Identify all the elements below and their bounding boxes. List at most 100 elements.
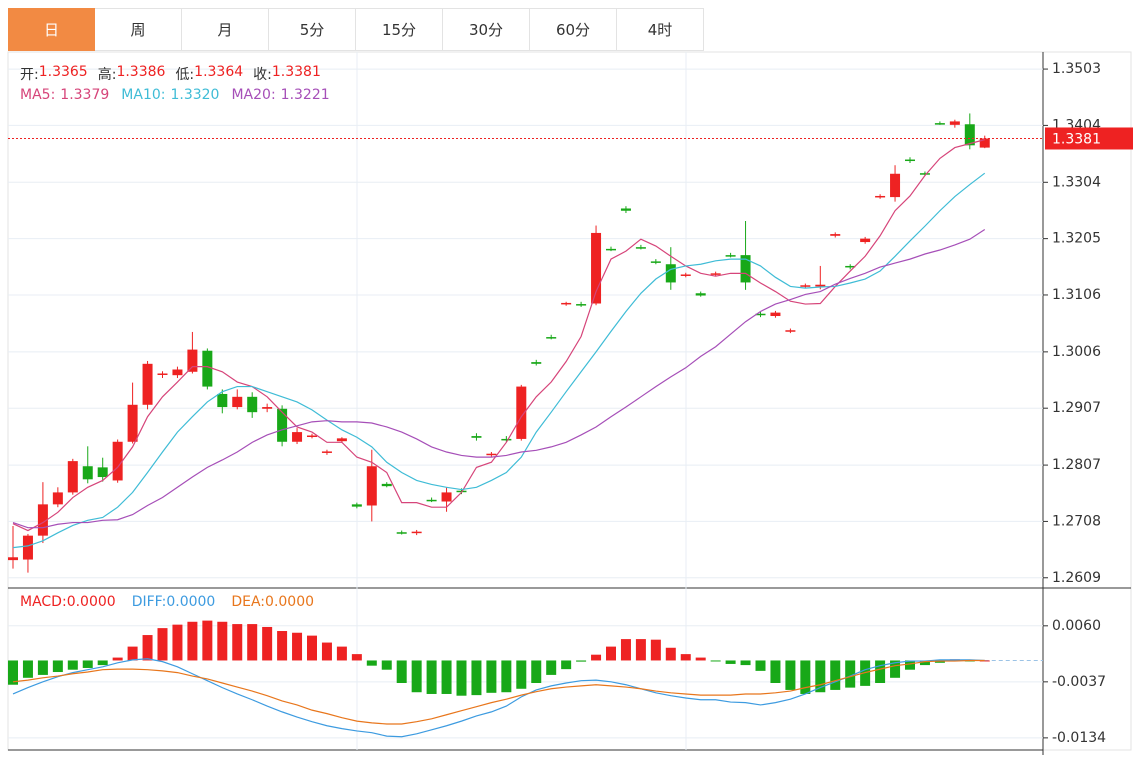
y-tick-label: 1.3006 — [1052, 344, 1101, 360]
period-tab[interactable]: 4时 — [617, 8, 704, 51]
macd-bar — [351, 654, 362, 661]
quote-value: 1.3364 — [194, 64, 244, 80]
candle-body — [606, 248, 616, 251]
candle-body — [770, 312, 781, 317]
candle-body — [426, 499, 437, 502]
macd-bar — [37, 660, 48, 675]
period-tab[interactable]: 15分 — [356, 8, 443, 51]
candle-body — [830, 234, 841, 236]
candle-body — [964, 124, 975, 146]
macd-bar — [919, 660, 930, 666]
macd-bar — [725, 660, 736, 664]
period-tab[interactable]: 日 — [8, 8, 95, 51]
legend-name: MA10: — [121, 87, 166, 103]
period-tabs: 日周月 5分 15分 30分 60分 4时 — [8, 8, 704, 52]
candle-body — [680, 274, 691, 276]
candle-body — [710, 273, 721, 275]
candle-body — [8, 557, 18, 561]
macd-bar — [247, 624, 258, 661]
macd-bar — [740, 660, 751, 666]
candle-body — [172, 369, 183, 376]
macd-bar — [770, 660, 781, 683]
candle-body — [620, 208, 631, 211]
macd-bar — [187, 621, 198, 661]
candle-body — [665, 264, 676, 283]
legend-value: 0.0000 — [166, 594, 216, 610]
candle-body — [486, 453, 497, 456]
y-tick-label: 1.2907 — [1052, 400, 1101, 416]
candle-body — [52, 492, 63, 505]
candle-body — [232, 396, 243, 408]
macd-bar — [606, 646, 616, 661]
macd-bar — [277, 631, 288, 661]
candle-body — [800, 285, 811, 287]
macd-bar — [67, 660, 78, 670]
period-tab[interactable]: 30分 — [443, 8, 530, 51]
macd-bar — [396, 660, 407, 683]
macd-bar — [680, 654, 691, 661]
candle-body — [22, 535, 33, 560]
candle-body — [277, 408, 288, 442]
ma-line — [12, 172, 986, 549]
period-tab[interactable]: 周 — [95, 8, 182, 51]
legend-value: 0.0000 — [66, 594, 116, 610]
macd-bar — [456, 660, 467, 696]
macd-bar — [381, 660, 392, 670]
legend-name: DIFF: — [131, 594, 167, 610]
macd-bar — [172, 624, 183, 661]
macd-bar — [531, 660, 542, 683]
macd-bar — [411, 660, 422, 693]
y-tick-label: 1.2708 — [1052, 513, 1101, 529]
candle-body — [292, 432, 303, 442]
macd-bar — [97, 660, 108, 666]
ma-line — [12, 229, 986, 529]
last-price-box — [1045, 127, 1133, 150]
y-tick-label: -0.0037 — [1052, 674, 1106, 690]
macd-line — [12, 658, 985, 738]
candle-body — [516, 386, 527, 439]
y-tick-label: 0.0060 — [1052, 618, 1101, 634]
candle-body — [725, 255, 736, 257]
macd-bar — [8, 660, 18, 685]
candle-body — [321, 451, 332, 453]
legend-value: 1.3379 — [60, 87, 110, 103]
candle-body — [307, 435, 317, 438]
candle-body — [247, 396, 258, 413]
ma-line — [12, 139, 985, 532]
macd-bar — [710, 660, 721, 662]
macd-bar — [800, 660, 811, 694]
quote-legend: 开: 1.3365 高: 1.3386 低: 1.3364 收: 1.3381 — [20, 64, 321, 84]
candle-body — [875, 195, 886, 198]
candle-body — [441, 492, 452, 502]
macd-bar — [576, 660, 587, 662]
period-tab[interactable]: 60分 — [530, 8, 617, 51]
macd-bar — [785, 660, 796, 690]
macd-bar — [307, 635, 317, 661]
quote-value: 1.3381 — [271, 64, 321, 80]
macd-bar — [262, 626, 273, 661]
macd-bar — [830, 660, 841, 690]
candle-body — [142, 363, 153, 405]
macd-bar — [620, 639, 631, 661]
period-tab[interactable]: 5分 — [269, 8, 356, 51]
macd-bar — [890, 660, 901, 678]
candle-body — [202, 350, 213, 387]
candle-body — [127, 404, 138, 442]
y-tick-label: 1.2609 — [1052, 570, 1101, 586]
macd-bar — [905, 660, 915, 670]
quote-value: 1.3365 — [38, 64, 88, 80]
period-tab[interactable]: 月 — [182, 8, 269, 51]
candle-body — [82, 466, 93, 480]
candle-body — [217, 393, 228, 408]
candle-body — [949, 121, 960, 125]
macd-bar — [157, 628, 168, 661]
macd-bar — [366, 660, 377, 666]
macd-bar — [127, 646, 138, 661]
macd-bar — [112, 657, 123, 661]
candle-body — [635, 247, 646, 249]
candle-body — [650, 261, 661, 263]
macd-bar — [336, 646, 347, 661]
macd-bar — [665, 647, 676, 661]
macd-legend: MACD: 0.0000 DIFF: 0.0000 DEA: 0.0000 — [20, 594, 314, 610]
